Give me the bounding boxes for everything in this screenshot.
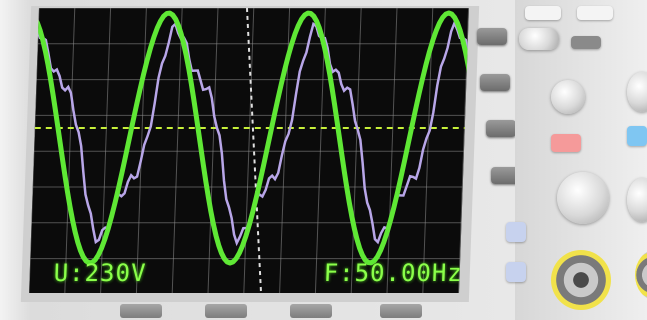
- waveform-display: [29, 8, 469, 293]
- grid-line-vertical: [243, 8, 255, 293]
- grid-line-vertical: [29, 8, 40, 293]
- vertical-position-knob[interactable]: [551, 80, 585, 114]
- side-button-blue-2[interactable]: [506, 262, 526, 282]
- control-panel: [515, 0, 647, 320]
- panel-button-top-left[interactable]: [525, 6, 561, 20]
- softkey-3[interactable]: [486, 120, 516, 137]
- grid-line-vertical: [386, 8, 398, 293]
- sine-waveform-trace: [29, 10, 469, 266]
- bottom-key-4[interactable]: [380, 304, 422, 318]
- grid-line-vertical: [64, 8, 76, 293]
- panel-button-dark[interactable]: [571, 36, 601, 49]
- grid-line-vertical: [135, 8, 147, 293]
- frequency-readout: F:50.00Hz: [323, 259, 464, 287]
- voltage-readout: U:230V: [53, 259, 147, 287]
- bottom-key-3[interactable]: [290, 304, 332, 318]
- grid-line-vertical: [350, 8, 362, 293]
- side-button-blue-1[interactable]: [506, 222, 526, 242]
- panel-button-top-right[interactable]: [577, 6, 613, 20]
- bottom-key-2[interactable]: [205, 304, 247, 318]
- horizontal-position-knob[interactable]: [627, 72, 647, 112]
- oscilloscope-screen: U:230V F:50.00Hz: [29, 8, 469, 293]
- softkey-4[interactable]: [491, 167, 521, 184]
- time-div-knob[interactable]: [627, 178, 647, 222]
- softkey-2[interactable]: [480, 74, 510, 91]
- channel-button-blue[interactable]: [627, 126, 647, 146]
- multipurpose-knob[interactable]: [519, 28, 559, 50]
- channel-2-input-connector[interactable]: [635, 250, 647, 300]
- channel-button-red[interactable]: [551, 134, 581, 152]
- bottom-key-1[interactable]: [120, 304, 162, 318]
- channel-input-connector[interactable]: [551, 250, 611, 310]
- volts-div-knob[interactable]: [557, 172, 609, 224]
- grid-line-vertical: [171, 8, 183, 293]
- grid-line-vertical: [422, 8, 434, 293]
- grid-line-vertical: [207, 8, 219, 293]
- softkey-1[interactable]: [477, 28, 507, 45]
